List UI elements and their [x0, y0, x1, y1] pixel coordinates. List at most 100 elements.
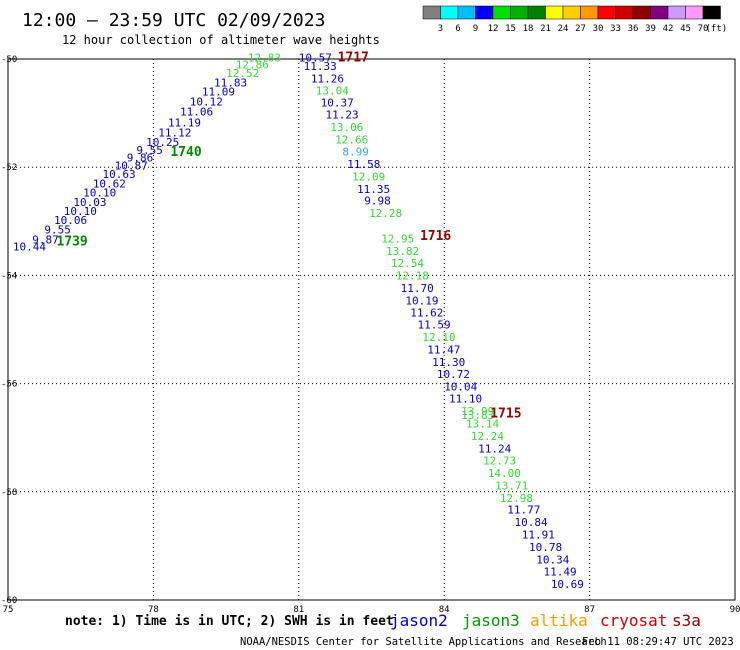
x-tick-label: 81 [293, 605, 304, 615]
wave-height-label: 12.09 [352, 170, 385, 183]
footer-timestamp: Feb 11 08:29:47 UTC 2023 [582, 636, 734, 648]
wave-height-label: 10.06 [54, 214, 87, 227]
colorbar-swatch [527, 5, 546, 20]
wave-height-label: 12.54 [391, 257, 424, 270]
colorbar-swatch [492, 5, 511, 20]
colorbar-swatch [580, 5, 599, 20]
wave-height-label: 10.37 [321, 96, 354, 109]
plot-frame [7, 58, 736, 601]
wave-height-label: 11.30 [432, 356, 465, 369]
wave-height-label: 9.98 [364, 195, 391, 208]
x-tick-label: 90 [730, 605, 740, 615]
wave-height-label: 10.25 [146, 136, 179, 149]
axis-tick-labels: 75 78 81 84 87 90 -50 -52 -54 -56 -58 -60 [1, 55, 740, 615]
wave-height-label: 10.10 [64, 205, 97, 218]
satellite-name-jason2: jason2 [390, 611, 448, 630]
wave-height-label: 13.06 [330, 121, 363, 134]
wave-height-label: 12.86 [236, 58, 269, 71]
colorbar-label: 6 [455, 24, 460, 34]
colorbar-label: 18 [523, 24, 534, 34]
wave-height-label: 12.83 [248, 51, 281, 64]
wave-height-label: 11.58 [347, 158, 380, 171]
wave-height-label: 9.55 [136, 144, 163, 157]
wave-height-label: 11.62 [410, 307, 443, 320]
wave-height-label: 12.52 [226, 67, 259, 80]
colorbar-label: 36 [628, 24, 639, 34]
wave-height-label: 11.06 [180, 105, 213, 118]
wave-height-label: 13.14 [466, 418, 499, 431]
pass-time-label: 1715 [490, 406, 521, 421]
wave-height-label: 11.10 [449, 393, 482, 406]
wave-height-label: 10.69 [551, 578, 584, 591]
satellite-name-jason3: jason3 [462, 611, 520, 630]
wave-height-label: 13.82 [386, 245, 419, 258]
footer-note: note: 1) Time is in UTC; 2) SWH is in fe… [65, 614, 394, 629]
colorbar-label: 24 [558, 24, 569, 34]
wave-height-label: 11.23 [325, 109, 358, 122]
wave-height-label: 12.66 [335, 134, 368, 147]
colorbar-label: 39 [645, 24, 656, 34]
colorbar-swatch [440, 5, 459, 20]
wave-height-label: 10.63 [103, 168, 136, 181]
wave-height-label: 11.24 [478, 443, 511, 456]
y-tick-label: -54 [1, 271, 17, 281]
colorbar-swatch [422, 5, 441, 20]
wave-height-label: 10.57 [299, 51, 332, 64]
y-tick-label: -52 [1, 163, 17, 173]
wave-height-label: 11.19 [168, 116, 201, 129]
pass-time-label: 1717 [338, 50, 369, 65]
wave-height-label: 10.19 [405, 294, 438, 307]
x-tick-label: 75 [3, 605, 14, 615]
wave-height-label: 11.77 [507, 504, 540, 517]
y-tick-label: -50 [1, 55, 17, 65]
wave-height-label: 14.00 [488, 467, 521, 480]
colorbar-label: 70 [698, 24, 709, 34]
wave-height-label: 12.18 [396, 269, 429, 282]
colorbar-swatch [510, 5, 529, 20]
wave-height-label: 10.03 [73, 196, 106, 209]
wave-height-label: 10.62 [93, 177, 126, 190]
wave-height-label: 11.91 [522, 529, 555, 542]
wave-height-label: 11.09 [202, 85, 235, 98]
wave-height-label: 11.35 [357, 183, 390, 196]
colorbar-label: 27 [575, 24, 586, 34]
colorbar-label: 45 [680, 24, 691, 34]
wave-height-label: 13.83 [461, 409, 494, 422]
colorbar-swatch [685, 5, 704, 20]
wave-height-label: 12.98 [500, 492, 533, 505]
colorbar-label: 33 [610, 24, 621, 34]
colorbar-swatch [702, 5, 721, 20]
colorbar-swatch [545, 5, 564, 20]
pass-time-label: 1716 [420, 229, 451, 244]
colorbar-swatch [475, 5, 494, 20]
colorbar-label: 12 [488, 24, 499, 34]
x-tick-label: 84 [439, 605, 450, 615]
x-tick-label: 78 [148, 605, 159, 615]
footer-credit: NOAA/NESDIS Center for Satellite Applica… [240, 636, 607, 648]
colorbar-swatch [562, 5, 581, 20]
satellite-legend: jason2 jason3 altika cryosat s3a [390, 611, 701, 630]
wave-height-label: 12.28 [369, 207, 402, 220]
wave-height-label: 10.78 [529, 541, 562, 554]
colorbar-swatch [650, 5, 669, 20]
wave-height-label: 12.10 [422, 331, 455, 344]
satellite-name-s3a: s3a [672, 611, 701, 630]
wave-height-label: 13.99 [461, 405, 494, 418]
wave-height-label: 11.26 [311, 72, 344, 85]
colorbar-legend: 3 6 9 12 15 18 21 24 27 30 33 36 39 42 45 70(ft) [422, 5, 727, 34]
colorbar-swatch [597, 5, 616, 20]
wave-height-label: 11.33 [304, 60, 337, 73]
colorbar-label: 3 [438, 24, 443, 34]
wave-height-label: 9.86 [127, 151, 154, 164]
pass-time-label: 1739 [56, 234, 87, 249]
wave-height-label: 10.87 [115, 160, 148, 173]
wave-height-label: 11.49 [544, 565, 577, 578]
satellite-name-altika: altika [530, 611, 588, 630]
wave-height-labels: 10.449.879.5510.0610.1010.0310.1010.6210… [13, 51, 584, 590]
wave-height-label: 10.10 [83, 187, 116, 200]
colorbar-swatch [457, 5, 476, 20]
y-tick-label: -56 [1, 380, 17, 390]
satellite-name-cryosat: cryosat [600, 611, 667, 630]
colorbar-label: 9 [473, 24, 478, 34]
